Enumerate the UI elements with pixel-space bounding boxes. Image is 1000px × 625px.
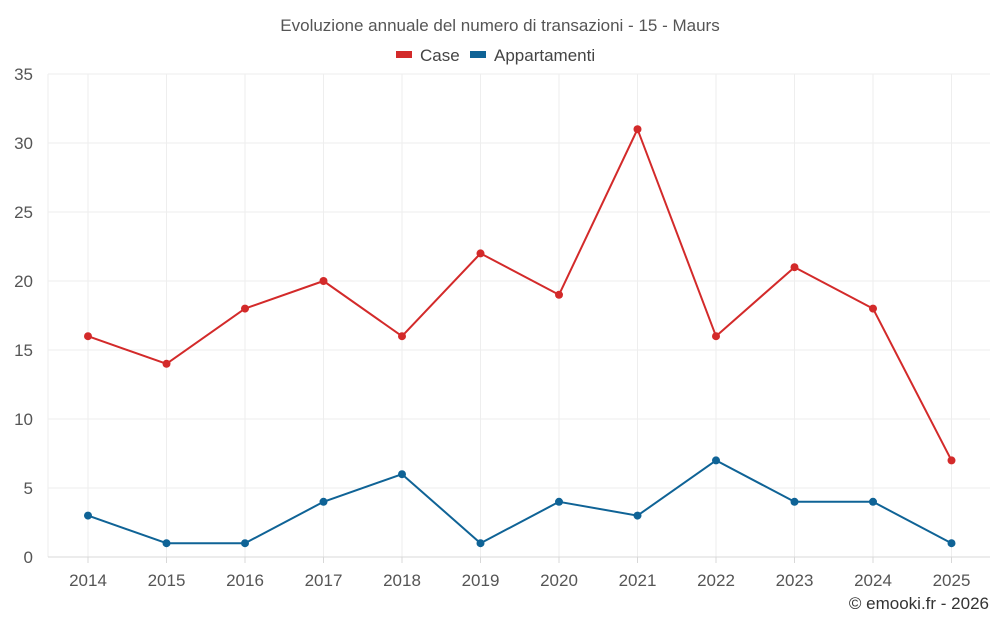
x-tick-label: 2023 [776, 571, 814, 590]
x-tick-label: 2016 [226, 571, 264, 590]
x-tick-label: 2025 [933, 571, 971, 590]
y-tick-label: 5 [24, 479, 33, 498]
legend-item-appartamenti[interactable]: Appartamenti [470, 46, 595, 65]
data-point-appartamenti[interactable] [633, 511, 642, 520]
data-point-case[interactable] [869, 304, 877, 313]
y-tick-label: 10 [14, 410, 33, 429]
series [84, 125, 956, 548]
data-point-case[interactable] [790, 263, 799, 272]
data-point-case[interactable] [476, 249, 485, 258]
y-tick-label: 35 [14, 65, 33, 84]
y-tick-label: 25 [14, 203, 33, 222]
legend-label-case: Case [420, 46, 460, 65]
legend-swatch-case [396, 51, 412, 58]
y-tick-label: 20 [14, 272, 33, 291]
legend: Case Appartamenti [396, 46, 595, 65]
data-point-case[interactable] [633, 125, 642, 134]
data-point-appartamenti[interactable] [398, 470, 406, 479]
legend-item-case[interactable]: Case [396, 46, 460, 65]
data-point-appartamenti[interactable] [790, 497, 799, 506]
series-appartamenti [84, 456, 956, 548]
data-point-case[interactable] [84, 332, 92, 341]
data-point-case[interactable] [398, 332, 406, 341]
data-point-appartamenti[interactable] [319, 497, 328, 506]
x-tick-label: 2022 [697, 571, 735, 590]
x-tick-label: 2021 [619, 571, 657, 590]
x-tick-label: 2015 [148, 571, 186, 590]
chart-title: Evoluzione annuale del numero di transaz… [280, 16, 719, 35]
data-point-case[interactable] [241, 304, 249, 313]
data-point-appartamenti[interactable] [84, 511, 92, 520]
y-tick-label: 30 [14, 134, 33, 153]
data-point-case[interactable] [162, 359, 171, 368]
x-tick-label: 2018 [383, 571, 421, 590]
x-tick-label: 2019 [462, 571, 500, 590]
grid [47, 73, 990, 557]
x-tick-label: 2024 [854, 571, 892, 590]
x-axis: 2014 2015 2016 2017 2018 2019 2020 2021 2022 2023… [48, 556, 990, 590]
data-point-appartamenti[interactable] [555, 497, 563, 506]
data-point-case[interactable] [555, 290, 563, 299]
data-point-case[interactable] [947, 456, 956, 465]
data-point-case[interactable] [712, 332, 720, 341]
series-line-case [87, 128, 953, 461]
y-axis: 0 5 10 15 20 25 30 35 [14, 65, 33, 567]
series-line-appartamenti [87, 459, 952, 545]
x-tick-label: 2017 [305, 571, 343, 590]
y-tick-label: 0 [24, 548, 33, 567]
series-case [84, 125, 956, 465]
x-tick-label: 2020 [540, 571, 578, 590]
data-point-appartamenti[interactable] [476, 539, 485, 548]
data-point-appartamenti[interactable] [241, 539, 249, 548]
data-point-case[interactable] [319, 277, 328, 285]
data-point-appartamenti[interactable] [162, 539, 171, 548]
data-point-appartamenti[interactable] [869, 497, 877, 506]
data-point-appartamenti[interactable] [947, 539, 956, 548]
y-tick-label: 15 [14, 341, 33, 360]
x-tick-label: 2014 [69, 571, 107, 590]
legend-label-appartamenti: Appartamenti [494, 46, 595, 65]
legend-swatch-appartamenti [470, 51, 486, 58]
data-point-appartamenti[interactable] [712, 456, 720, 465]
credit-text: © emooki.fr - 2026 [849, 594, 989, 613]
